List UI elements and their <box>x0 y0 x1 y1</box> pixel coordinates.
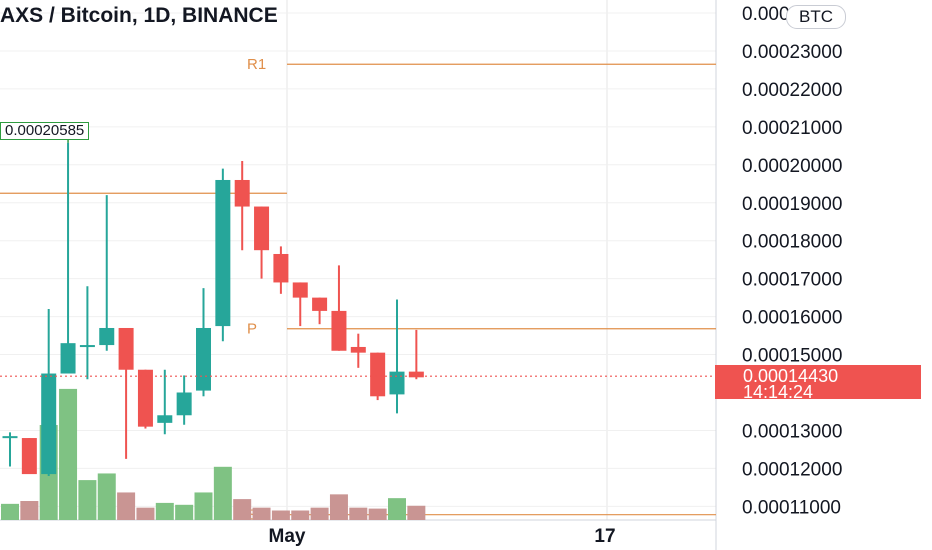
price-tick-label: 0.00019000 <box>742 194 842 215</box>
price-tick-label: 0.00022000 <box>742 80 842 101</box>
volume-bar <box>97 473 116 520</box>
candle-body <box>60 343 76 374</box>
price-tick-label: 0.00015000 <box>742 346 842 367</box>
candle-body <box>350 346 366 353</box>
last-price-box: 0.00014430 14:14:24 <box>715 365 921 402</box>
price-tick-label: 0.00016000 <box>742 308 842 329</box>
high-price-label: 0.00020585 <box>0 122 90 140</box>
price-axis[interactable]: 0.000240000.000230000.000220000.00021000… <box>742 4 842 518</box>
candle-body <box>118 327 134 370</box>
candle-body <box>2 436 18 439</box>
volume-bar <box>136 507 155 520</box>
candle-body <box>389 371 405 395</box>
volume-bar <box>310 507 329 520</box>
candle-body <box>99 327 115 346</box>
candle-body <box>312 297 328 311</box>
volume-bar <box>117 492 136 520</box>
currency-badge[interactable]: BTC <box>786 5 846 29</box>
price-tick-label: 0.00018000 <box>742 232 842 253</box>
price-tick-label: 0.00023000 <box>742 42 842 63</box>
candle-body <box>234 179 250 207</box>
candlesticks <box>2 136 424 476</box>
candle-body <box>21 438 37 475</box>
volume-bar <box>155 502 174 520</box>
time-axis[interactable]: May 17 <box>269 526 616 547</box>
time-tick-label: 17 <box>594 526 615 547</box>
volume-bar <box>213 466 232 520</box>
candle-body <box>215 179 231 327</box>
volume-bar <box>388 498 406 520</box>
candle-body <box>196 327 211 391</box>
price-tick-label: 0.00013000 <box>742 421 842 442</box>
candle-body <box>79 345 95 348</box>
volume-bar <box>20 501 39 520</box>
candle-body <box>331 310 347 351</box>
volume-bar <box>78 480 97 520</box>
volume-bar <box>349 507 368 520</box>
pivot-level-label: P <box>247 321 257 338</box>
price-tick-label: 0.00020000 <box>742 156 842 177</box>
volume-bar <box>368 508 387 520</box>
volume-bar <box>175 504 194 520</box>
volume-bar <box>1 503 19 520</box>
bar-countdown: 14:14:24 <box>743 382 814 402</box>
price-tick-label: 0.00011000 <box>742 497 841 518</box>
chart-title: AXS / Bitcoin, 1D, BINANCE <box>0 4 278 27</box>
candle-body <box>273 253 289 283</box>
candle-body <box>254 206 270 251</box>
candle-body <box>292 282 308 298</box>
candle-body <box>370 352 386 397</box>
candle-body <box>408 371 424 378</box>
pivot-level-label: R1 <box>247 56 266 73</box>
candle-body <box>41 373 57 475</box>
volume-bar <box>271 510 290 520</box>
price-tick-label: 0.00012000 <box>742 459 842 480</box>
volume-bar <box>194 492 213 520</box>
candle-body <box>176 392 192 416</box>
volume-bar <box>59 388 78 520</box>
time-tick-label: May <box>269 526 306 547</box>
volume-bars <box>1 388 426 520</box>
candle-body <box>157 415 173 423</box>
volume-bar <box>233 499 252 520</box>
volume-bar <box>407 505 426 520</box>
volume-bar <box>291 510 310 520</box>
candle-body <box>137 369 153 427</box>
price-tick-label: 0.00021000 <box>742 118 842 139</box>
price-tick-label: 0.00017000 <box>742 270 842 291</box>
last-price-value: 0.00014430 <box>743 366 839 386</box>
volume-bar <box>329 494 348 520</box>
volume-bar <box>252 507 271 520</box>
